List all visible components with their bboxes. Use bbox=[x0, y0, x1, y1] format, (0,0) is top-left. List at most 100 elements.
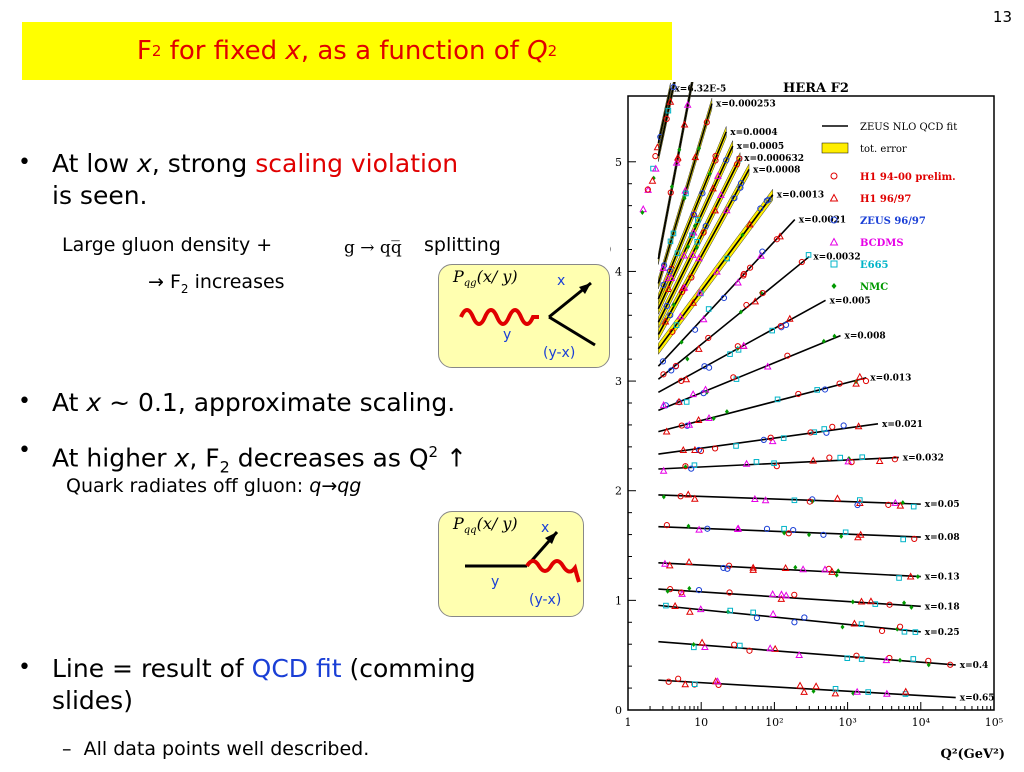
data-point-square bbox=[844, 655, 851, 661]
data-point-triangle bbox=[891, 498, 900, 506]
b3-arrow: ↑ bbox=[438, 443, 467, 473]
data-point-diamond bbox=[677, 147, 682, 153]
data-point-square bbox=[814, 387, 820, 393]
series-label: x=0.0008 bbox=[753, 165, 800, 175]
data-point-triangle bbox=[713, 267, 721, 275]
data-point-square bbox=[842, 529, 849, 536]
series-label: x=0.25 bbox=[925, 628, 960, 638]
data-point-circle bbox=[878, 627, 886, 635]
title-q: Q bbox=[527, 36, 548, 66]
data-point-circle bbox=[736, 155, 743, 162]
data-point-square bbox=[691, 462, 698, 468]
b4-highlight: QCD fit bbox=[251, 654, 342, 683]
data-point-triangle bbox=[661, 559, 669, 567]
series-label: x=0.05 bbox=[925, 500, 960, 510]
data-point-triangle bbox=[742, 459, 751, 467]
data-point-circle bbox=[705, 334, 712, 342]
series-label: x=0.18 bbox=[925, 602, 960, 612]
plot-frame bbox=[627, 95, 995, 711]
data-point-square bbox=[674, 250, 681, 257]
title-rest: , as a function of bbox=[300, 36, 528, 66]
data-point-diamond bbox=[807, 532, 812, 538]
data-point-triangle bbox=[701, 385, 710, 393]
b1-text-a: At low bbox=[52, 149, 138, 178]
data-point-circle bbox=[688, 465, 695, 472]
p-symbol: P bbox=[453, 514, 464, 533]
p-symbol: P bbox=[453, 267, 464, 286]
data-point-triangle bbox=[796, 681, 804, 689]
data-point-triangle bbox=[671, 601, 679, 609]
b1-x: x bbox=[137, 149, 152, 178]
data-point-triangle bbox=[809, 456, 817, 464]
data-point-diamond bbox=[850, 599, 855, 605]
data-point-triangle bbox=[854, 422, 863, 430]
data-point-circle bbox=[848, 459, 855, 466]
data-point-circle bbox=[853, 652, 860, 659]
data-point-circle bbox=[753, 614, 761, 622]
data-point-triangle bbox=[833, 494, 842, 502]
y-tick-label: 4 bbox=[615, 265, 622, 278]
data-point-square bbox=[832, 685, 839, 692]
y-axis-label: F2em-log10(x) bbox=[610, 205, 612, 312]
data-point-circle bbox=[659, 358, 667, 365]
x-tick-label: 1 bbox=[625, 716, 632, 729]
data-point-circle bbox=[660, 281, 667, 288]
data-point-square bbox=[910, 503, 917, 510]
data-point-triangle bbox=[665, 561, 674, 569]
data-point-triangle bbox=[749, 565, 758, 573]
data-point-diamond bbox=[926, 662, 931, 668]
data-point-diamond bbox=[683, 464, 688, 470]
data-point-triangle bbox=[852, 379, 860, 387]
slide-number: 13 bbox=[992, 8, 1012, 26]
data-point-circle bbox=[700, 229, 707, 236]
legend-marker-triangle bbox=[829, 237, 839, 246]
data-point-circle bbox=[665, 678, 672, 685]
data-point-circle bbox=[678, 589, 685, 596]
data-point-square bbox=[858, 656, 865, 662]
series-label: x=0.08 bbox=[925, 533, 960, 543]
data-point-square bbox=[896, 575, 902, 581]
series-label: x=0.0021 bbox=[799, 216, 846, 226]
data-point-circle bbox=[765, 196, 772, 203]
data-point-circle bbox=[702, 222, 709, 230]
data-point-triangle bbox=[882, 656, 891, 664]
legend-band-swatch bbox=[821, 142, 849, 154]
data-point-square bbox=[663, 602, 669, 609]
data-point-circle bbox=[821, 386, 829, 393]
data-point-triangle bbox=[713, 677, 722, 685]
data-point-triangle bbox=[733, 525, 742, 533]
data-point-circle bbox=[740, 270, 748, 278]
data-point-triangle bbox=[659, 263, 668, 271]
data-point-circle bbox=[791, 619, 798, 626]
data-point-triangle bbox=[711, 206, 720, 214]
data-point-diamond bbox=[793, 564, 798, 570]
data-point-triangle bbox=[799, 565, 807, 573]
data-point-circle bbox=[790, 526, 797, 534]
data-point-circle bbox=[807, 429, 814, 436]
data-point-square bbox=[753, 459, 760, 465]
diagram1-label-x: x bbox=[557, 273, 566, 289]
data-point-square bbox=[901, 628, 908, 635]
sub-f2-increases: → F2 increases bbox=[148, 271, 285, 296]
data-point-circle bbox=[675, 675, 682, 682]
gluon-splitting-svg bbox=[459, 281, 596, 347]
data-point-square bbox=[865, 689, 871, 695]
data-point-circle bbox=[679, 288, 686, 296]
data-point-square bbox=[673, 322, 680, 328]
data-point-circle bbox=[746, 647, 753, 654]
y-tick-label: 2 bbox=[615, 485, 622, 498]
series-label: x=0.021 bbox=[882, 420, 923, 430]
data-point-triangle bbox=[867, 597, 875, 605]
x-tick-label: 10² bbox=[765, 716, 783, 729]
data-point-triangle bbox=[661, 317, 670, 325]
f2-arrow: → bbox=[148, 271, 164, 293]
data-point-circle bbox=[666, 267, 673, 275]
series-label: x=0.000253 bbox=[716, 100, 776, 110]
quark-radiation-svg bbox=[465, 531, 581, 583]
data-point-triangle bbox=[686, 607, 694, 615]
series-label: x=0.4 bbox=[960, 661, 989, 671]
data-point-circle bbox=[911, 535, 918, 543]
b2-text-b: ~ 0.1, approximate scaling. bbox=[101, 388, 456, 417]
title-q-sup: 2 bbox=[547, 42, 558, 60]
